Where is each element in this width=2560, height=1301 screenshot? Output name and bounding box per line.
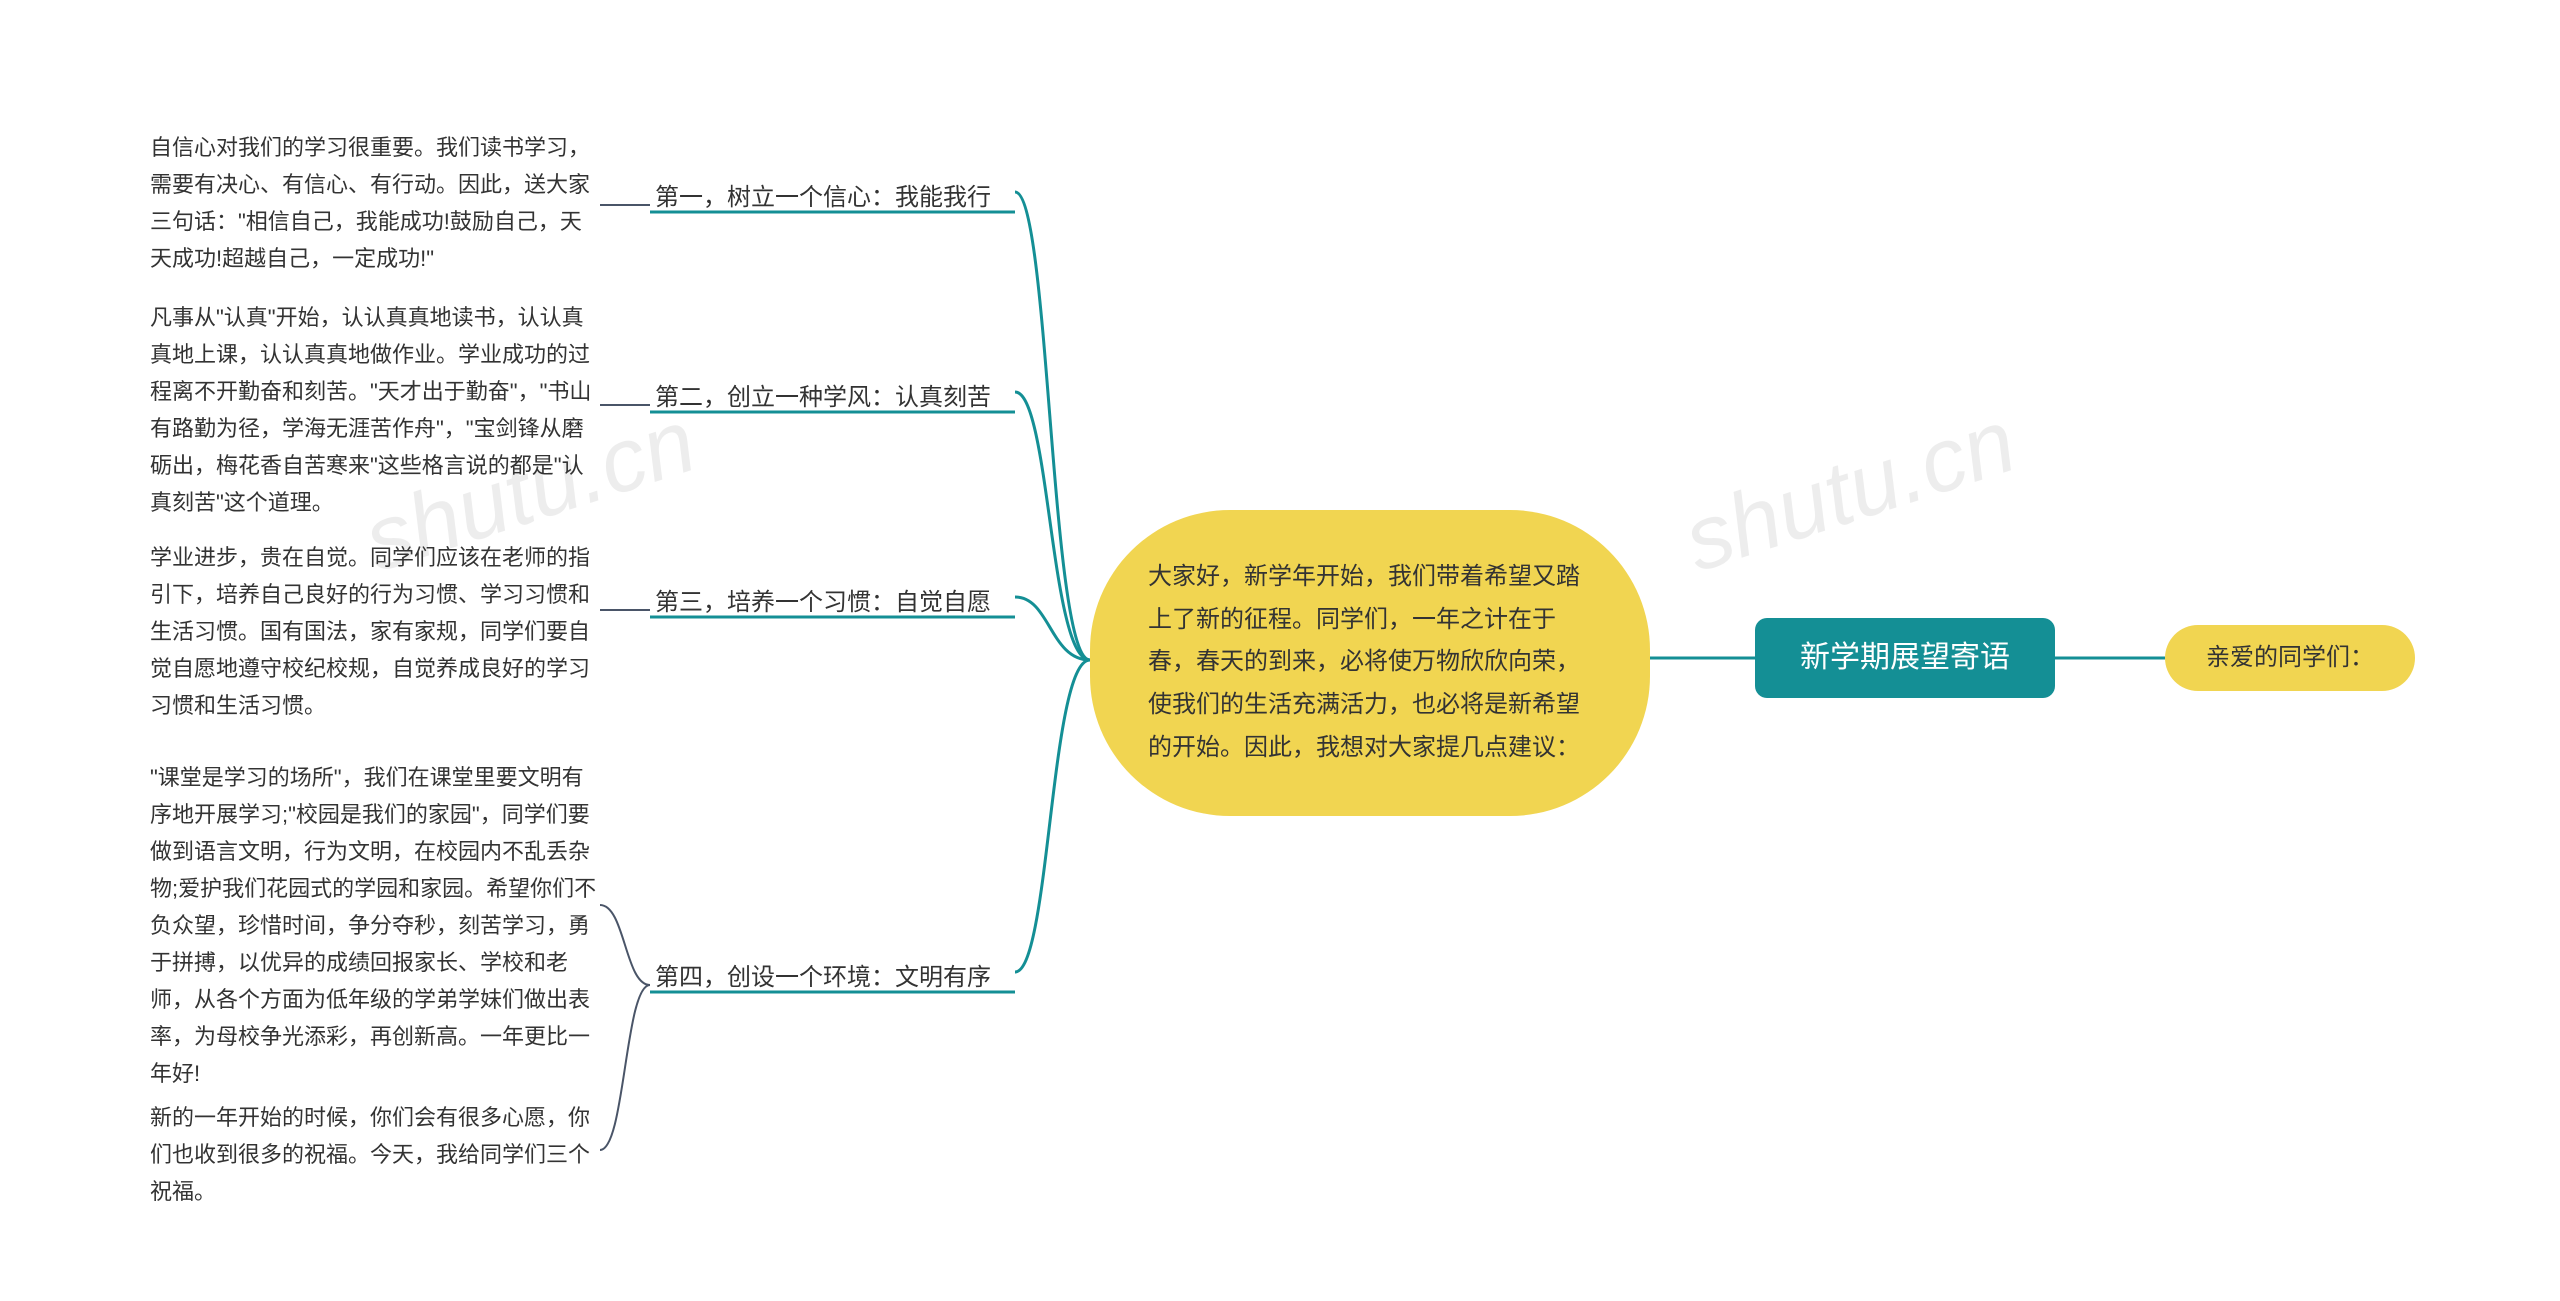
- branch-3-label: 第三，培养一个习惯：自觉自愿: [655, 583, 991, 623]
- salutation-text: 亲爱的同学们：: [2206, 638, 2374, 678]
- branch-2-leaf: 凡事从"认真"开始，认认真真地读书，认认真真地上课，认认真真地做作业。学业成功的…: [150, 300, 600, 522]
- branch-4-label: 第四，创设一个环境：文明有序: [655, 958, 991, 998]
- branch-1-leaf-text: 自信心对我们的学习很重要。我们读书学习，需要有决心、有信心、有行动。因此，送大家…: [150, 135, 590, 271]
- branch-2-label: 第二，创立一种学风：认真刻苦: [655, 378, 991, 418]
- branch-1-label-text: 第一，树立一个信心：我能我行: [655, 184, 991, 211]
- branch-3-label-text: 第三，培养一个习惯：自觉自愿: [655, 589, 991, 616]
- branch-4-leaf: "课堂是学习的场所"，我们在课堂里要文明有序地开展学习;"校园是我们的家园"，同…: [150, 760, 600, 1093]
- branch-2-label-text: 第二，创立一种学风：认真刻苦: [655, 384, 991, 411]
- watermark-right: shutu.cn: [1672, 390, 2027, 593]
- node-salutation: 亲爱的同学们：: [2165, 625, 2415, 691]
- intro-text: 大家好，新学年开始，我们带着希望又踏上了新的征程。同学们，一年之计在于春，春天的…: [1148, 563, 1580, 761]
- branch-4-label-text: 第四，创设一个环境：文明有序: [655, 964, 991, 991]
- branch-3-leaf-text: 学业进步，贵在自觉。同学们应该在老师的指引下，培养自己良好的行为习惯、学习习惯和…: [150, 545, 590, 718]
- mindmap-root: 新学期展望寄语: [1755, 618, 2055, 698]
- branch-1-label: 第一，树立一个信心：我能我行: [655, 178, 991, 218]
- branch-1-leaf: 自信心对我们的学习很重要。我们读书学习，需要有决心、有信心、有行动。因此，送大家…: [150, 130, 600, 278]
- branch-2-leaf-text: 凡事从"认真"开始，认认真真地读书，认认真真地上课，认认真真地做作业。学业成功的…: [150, 305, 591, 515]
- branch-4-extra-leaf-text: 新的一年开始的时候，你们会有很多心愿，你们也收到很多的祝福。今天，我给同学们三个…: [150, 1105, 590, 1204]
- node-intro: 大家好，新学年开始，我们带着希望又踏上了新的征程。同学们，一年之计在于春，春天的…: [1090, 510, 1650, 816]
- root-text: 新学期展望寄语: [1800, 633, 2010, 683]
- branch-3-leaf: 学业进步，贵在自觉。同学们应该在老师的指引下，培养自己良好的行为习惯、学习习惯和…: [150, 540, 600, 725]
- branch-4-leaf-text: "课堂是学习的场所"，我们在课堂里要文明有序地开展学习;"校园是我们的家园"，同…: [150, 765, 596, 1086]
- branch-4-extra-leaf: 新的一年开始的时候，你们会有很多心愿，你们也收到很多的祝福。今天，我给同学们三个…: [150, 1100, 600, 1211]
